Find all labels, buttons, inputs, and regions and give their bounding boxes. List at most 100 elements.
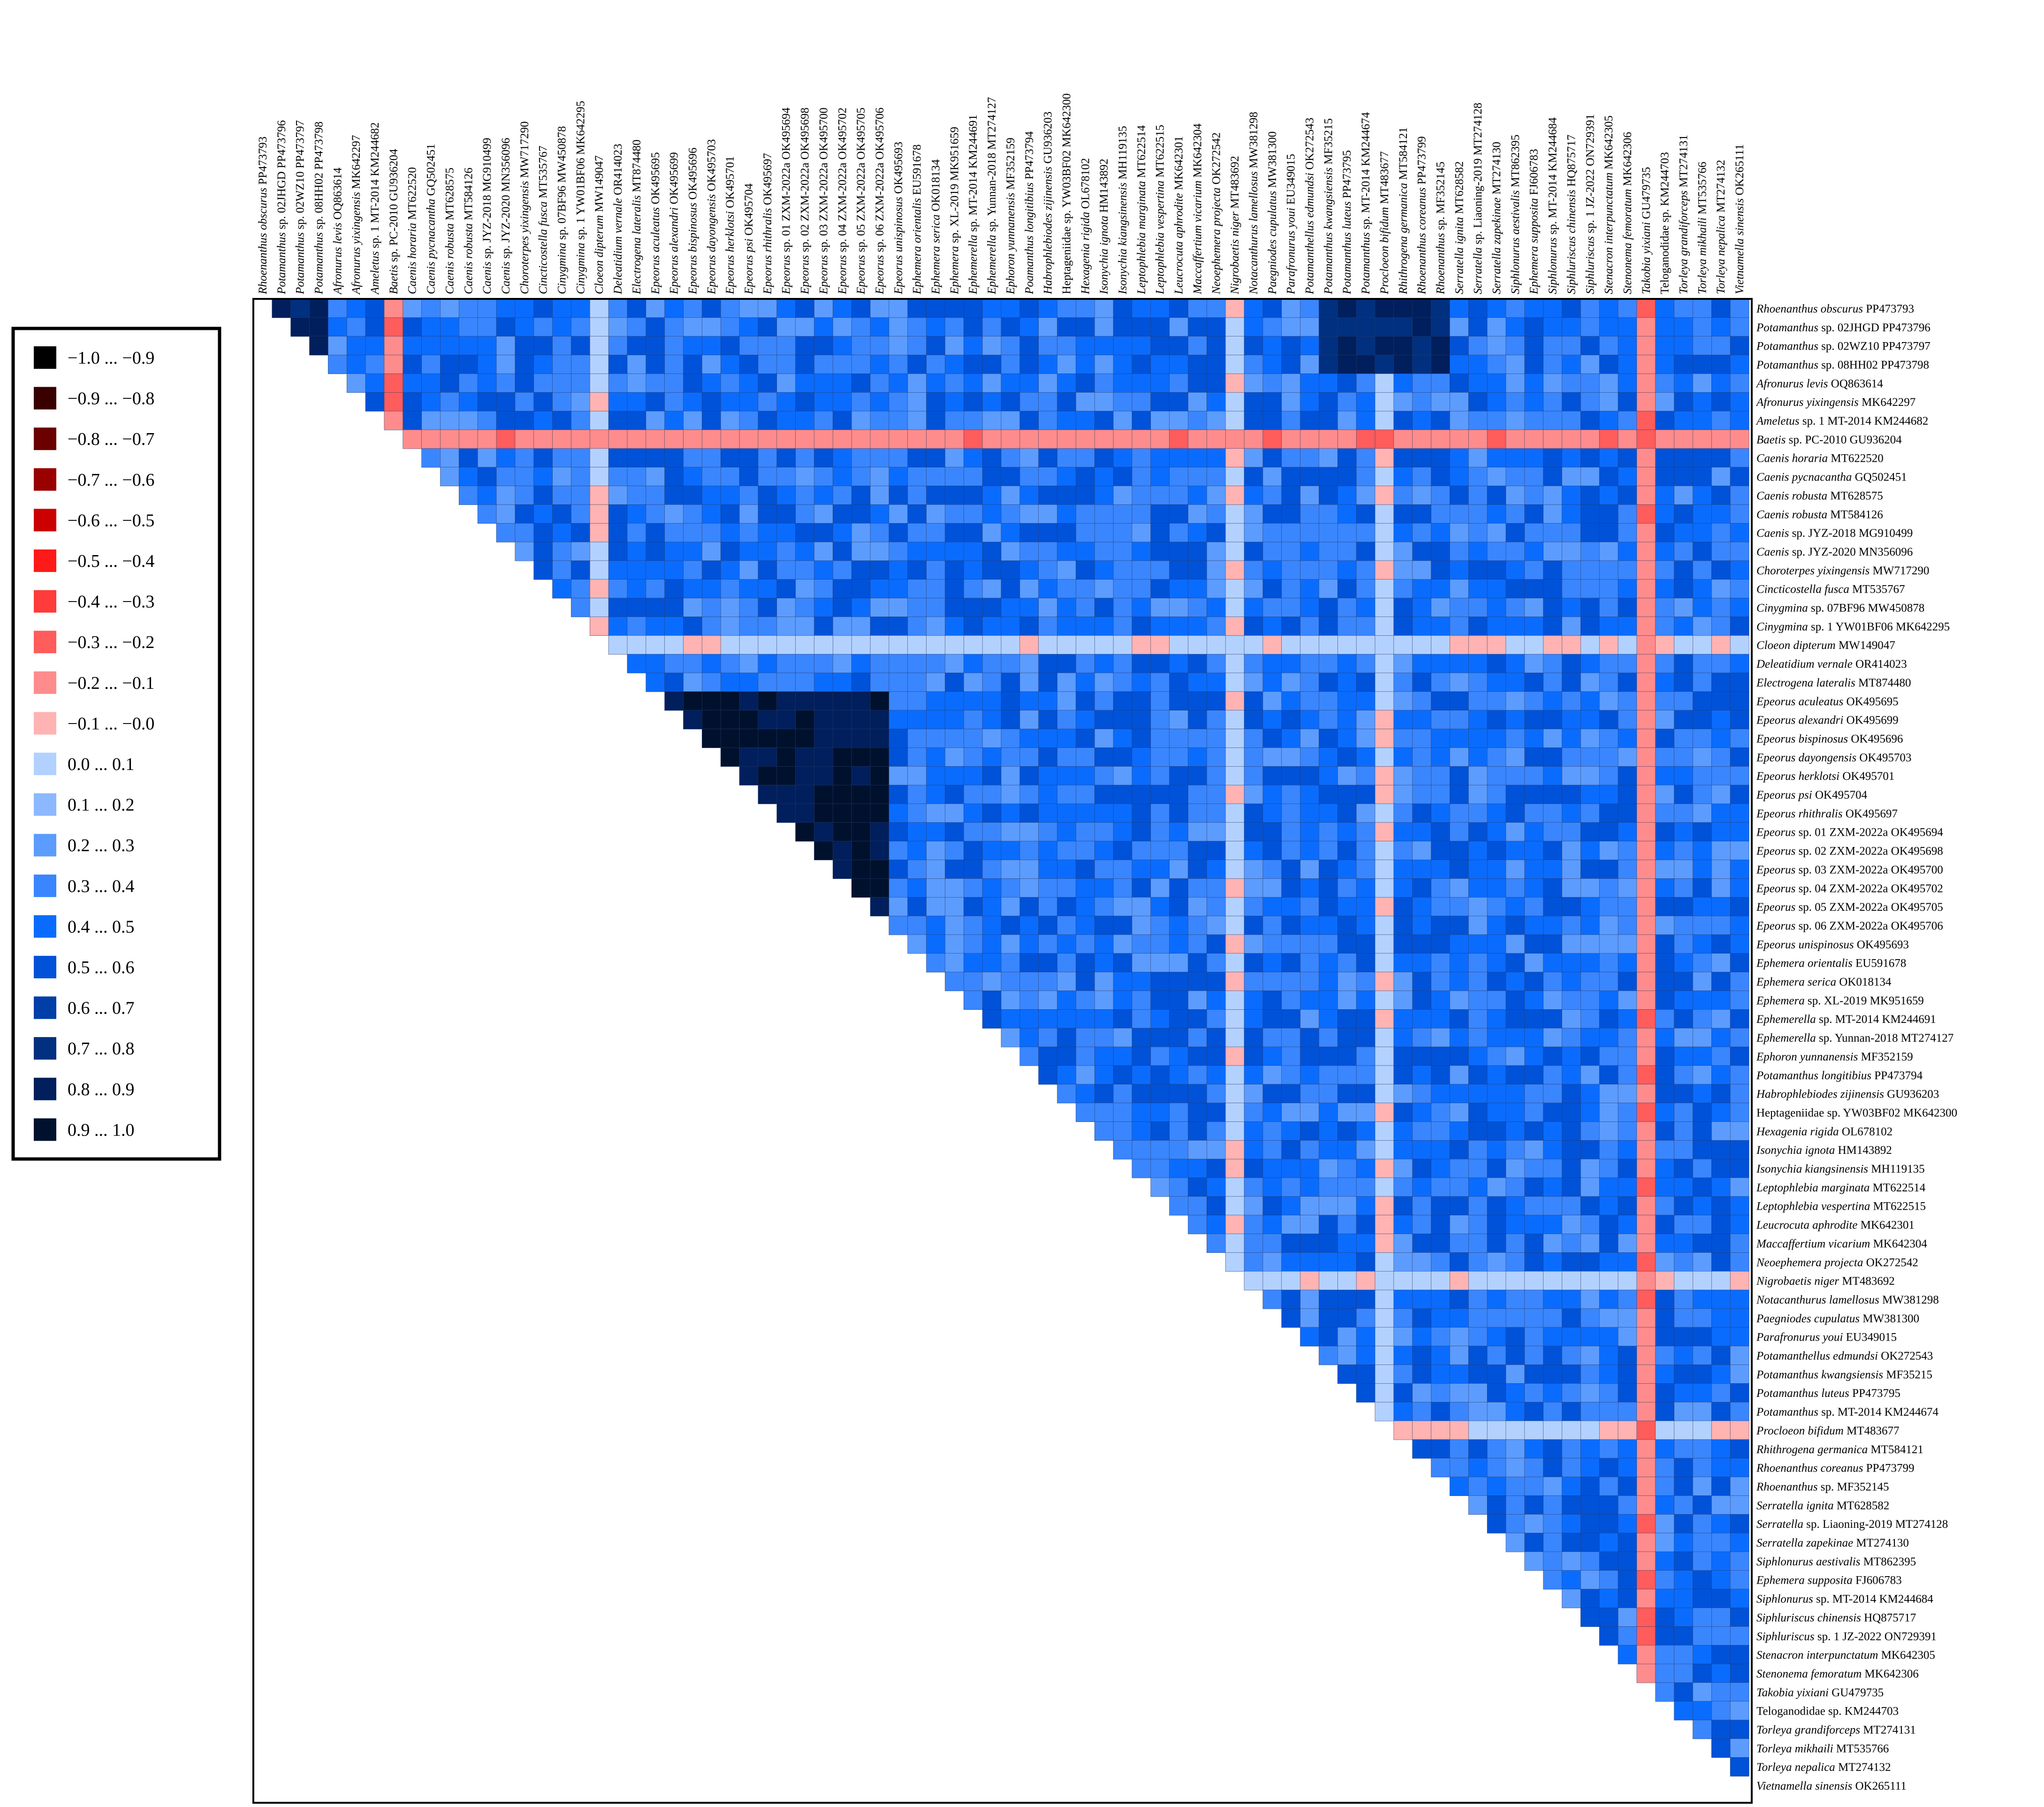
heatmap-cell — [795, 766, 815, 785]
row-label: Caenis sp. JYZ-2020 MN356096 — [1756, 546, 1913, 558]
heatmap-cell — [1244, 411, 1263, 430]
heatmap-cell — [1094, 523, 1114, 542]
heatmap-cell — [1132, 654, 1151, 673]
heatmap-cell — [1693, 617, 1712, 636]
heatmap-cell — [1730, 1159, 1749, 1178]
heatmap-cell — [702, 635, 721, 655]
heatmap-cell — [590, 579, 609, 599]
heatmap-cell — [1375, 1365, 1394, 1384]
heatmap-cell — [1244, 617, 1263, 636]
heatmap-cell — [1505, 579, 1525, 599]
heatmap-cell — [590, 504, 609, 524]
heatmap-cell — [1412, 803, 1432, 823]
heatmap-cell — [814, 691, 834, 711]
heatmap-cell — [1375, 747, 1394, 767]
heatmap-cell — [1599, 1458, 1618, 1478]
heatmap-cell — [1001, 953, 1020, 973]
heatmap-cell — [1375, 1271, 1394, 1290]
heatmap-cell — [1076, 878, 1095, 898]
heatmap-cell — [1450, 934, 1469, 954]
heatmap-cell — [926, 860, 946, 879]
heatmap-cell — [1450, 785, 1469, 804]
heatmap-cell — [1019, 822, 1039, 842]
heatmap-cell — [1244, 635, 1263, 655]
heatmap-cell — [1393, 317, 1413, 337]
heatmap-cell — [496, 317, 516, 337]
column-label: Stenonema femoratum MK642306 — [1621, 132, 1634, 294]
heatmap-cell — [907, 579, 927, 599]
heatmap-cell — [1393, 785, 1413, 804]
heatmap-cell — [1487, 897, 1506, 916]
heatmap-cell — [1543, 1439, 1563, 1459]
row-label: Epeorus sp. 03 ZXM-2022a OK495700 — [1756, 863, 1943, 876]
column-label: Caenis horaria MT622520 — [406, 167, 419, 294]
heatmap-cell — [1580, 822, 1600, 842]
heatmap-cell — [1057, 635, 1077, 655]
heatmap-cell — [964, 635, 983, 655]
heatmap-cell — [1001, 991, 1020, 1010]
column-label: Cinygmina sp. 07BF96 MW450878 — [556, 126, 569, 294]
heatmap-cell — [1562, 1103, 1581, 1122]
heatmap-cell — [1188, 374, 1208, 393]
heatmap-cell — [1356, 355, 1375, 374]
heatmap-cell — [702, 336, 721, 356]
heatmap-cell — [1094, 822, 1114, 842]
heatmap-cell — [1562, 467, 1581, 487]
heatmap-cell — [1450, 1009, 1469, 1029]
heatmap-cell — [1505, 1346, 1525, 1365]
heatmap-cell — [1730, 1626, 1749, 1646]
heatmap-cell — [1356, 747, 1375, 767]
heatmap-cell — [552, 486, 572, 505]
heatmap-cell — [1431, 691, 1451, 711]
heatmap-cell — [1262, 598, 1282, 618]
heatmap-cell — [1001, 504, 1020, 524]
heatmap-cell — [907, 448, 927, 468]
heatmap-cell — [1693, 1271, 1712, 1290]
heatmap-cell — [1674, 560, 1694, 580]
heatmap-cell — [1356, 1009, 1375, 1029]
heatmap-cell — [907, 654, 927, 673]
heatmap-cell — [1076, 766, 1095, 785]
heatmap-cell — [664, 635, 684, 655]
heatmap-cell — [1505, 1159, 1525, 1178]
heatmap-cell — [1505, 841, 1525, 861]
heatmap-cell — [1393, 1308, 1413, 1328]
heatmap-cell — [346, 336, 366, 356]
heatmap-cell — [1505, 1028, 1525, 1047]
heatmap-cell — [1356, 560, 1375, 580]
heatmap-cell — [1113, 617, 1132, 636]
heatmap-cell — [1674, 1103, 1694, 1122]
heatmap-cell — [421, 317, 441, 337]
heatmap-cell — [1450, 747, 1469, 767]
heatmap-cell — [1019, 860, 1039, 879]
heatmap-cell — [664, 541, 684, 561]
heatmap-cell — [964, 766, 983, 785]
heatmap-cell — [1412, 579, 1432, 599]
heatmap-cell — [1244, 803, 1263, 823]
heatmap-cell — [1431, 747, 1451, 767]
heatmap-cell — [1730, 1458, 1749, 1478]
heatmap-cell — [1057, 374, 1077, 393]
heatmap-cell — [1505, 1402, 1525, 1421]
heatmap-cell — [421, 355, 441, 374]
legend-swatch — [34, 753, 56, 775]
heatmap-cell — [1057, 560, 1077, 580]
heatmap-cell — [1393, 298, 1413, 318]
heatmap-cell — [1711, 1589, 1731, 1609]
heatmap-cell — [1337, 729, 1357, 748]
heatmap-cell — [1580, 747, 1600, 767]
heatmap-cell — [1562, 1028, 1581, 1047]
heatmap-cell — [1618, 972, 1637, 991]
heatmap-cell — [720, 729, 740, 748]
heatmap-cell — [1038, 1065, 1058, 1085]
heatmap-cell — [1730, 598, 1749, 618]
heatmap-cell — [1543, 1308, 1563, 1328]
heatmap-cell — [926, 617, 946, 636]
heatmap-cell — [1132, 785, 1151, 804]
heatmap-cell — [1562, 1551, 1581, 1571]
heatmap-cell — [1207, 429, 1226, 449]
heatmap-cell — [1618, 411, 1637, 430]
heatmap-cell — [1356, 1289, 1375, 1309]
row-label: Serratella ignita MT628582 — [1756, 1499, 1889, 1512]
heatmap-cell — [571, 429, 590, 449]
